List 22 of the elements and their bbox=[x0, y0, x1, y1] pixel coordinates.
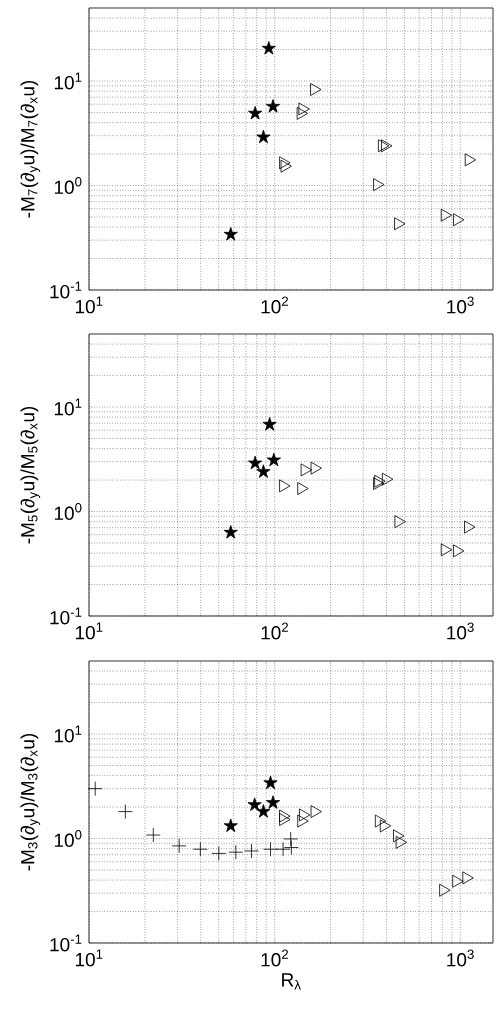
x-tick-label: 10$^{2}$ bbox=[261, 622, 288, 640]
text: -M$_{5}$(∂$_{y}$u)/M$_{5}$(∂$_{x}$u) bbox=[20, 406, 41, 544]
y-tick-label: 10$^{1}$ bbox=[54, 725, 82, 743]
x-tick-label: 10$^{2}$ bbox=[261, 296, 288, 314]
y-tick-label: 10$^{1}$ bbox=[54, 72, 82, 90]
x-tick-label: 10$^{1}$ bbox=[75, 949, 103, 967]
x-tick-label: 10$^{3}$ bbox=[447, 622, 474, 640]
x-axis-title: R$_{λ}$ bbox=[282, 973, 301, 990]
y-tick-label: 10$^{0}$ bbox=[54, 177, 82, 194]
x-tick-label: 10$^{2}$ bbox=[261, 949, 288, 967]
x-tick-label: 10$^{3}$ bbox=[447, 296, 474, 314]
y-tick-label: 10$^{-1}$ bbox=[50, 607, 82, 625]
x-tick-label: 10$^{3}$ bbox=[447, 949, 474, 967]
text: -M$_{7}$(∂$_{y}$u)/M$_{7}$(∂$_{x}$u) bbox=[20, 80, 41, 218]
y-tick-label: 10$^{0}$ bbox=[54, 830, 82, 847]
y-tick-label: 10$^{-1}$ bbox=[50, 934, 82, 952]
x-tick-label: 10$^{1}$ bbox=[75, 296, 103, 314]
y-tick-label: 10$^{-1}$ bbox=[50, 281, 82, 299]
x-tick-label: 10$^{1}$ bbox=[75, 622, 103, 640]
text: -M$_{3}$(∂$_{y}$u)/M$_{3}$(∂$_{x}$u) bbox=[20, 733, 41, 871]
y-tick-label: 10$^{1}$ bbox=[54, 398, 82, 416]
y-tick-label: 10$^{0}$ bbox=[54, 503, 82, 520]
